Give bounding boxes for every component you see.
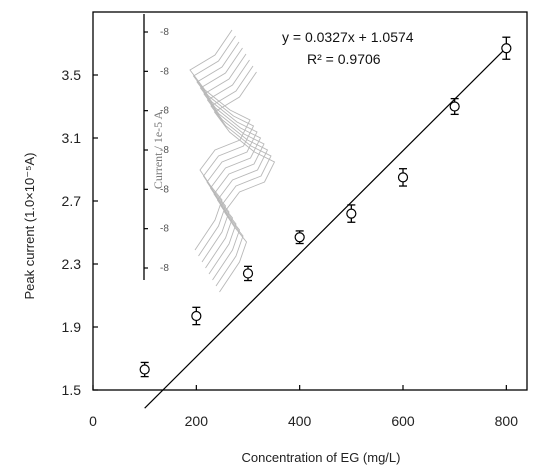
inset-curve — [196, 41, 258, 263]
fit-r-squared: R² = 0.9706 — [307, 51, 381, 67]
data-marker — [294, 232, 305, 243]
inset-tick-label: -8 — [160, 27, 169, 38]
data-point-4 — [294, 230, 305, 245]
data-point-5 — [346, 204, 357, 223]
x-tick-label: 800 — [495, 413, 519, 429]
y-tick-label: 1.5 — [62, 382, 82, 398]
y-tick-label: 1.9 — [62, 319, 82, 335]
data-marker — [501, 43, 512, 54]
axes: 0 200 400 600 800 1.5 1.9 2.3 2.7 3.1 3.5 — [62, 11, 528, 429]
fit-line — [144, 47, 507, 409]
data-point-1 — [139, 361, 150, 378]
inset-curve — [189, 29, 251, 251]
inset-tick-label: -8 — [160, 145, 169, 156]
data-point-2 — [191, 306, 202, 326]
y-tick-label: 3.1 — [62, 130, 82, 146]
x-axis-title: Concentration of EG (mg/L) — [242, 450, 401, 465]
inset-curve — [210, 65, 272, 287]
annotations: y = 0.0327x + 1.0574 R² = 0.9706 — [282, 29, 414, 67]
inset-tick-label: -8 — [160, 224, 169, 235]
y-tick-label: 2.3 — [62, 256, 82, 272]
y-axis-title: Peak current (1.0×10⁻⁵A) — [22, 152, 37, 299]
data-point-6 — [397, 168, 409, 187]
data-point-3 — [242, 265, 254, 282]
data-marker — [346, 208, 357, 219]
inset-curve — [192, 35, 255, 257]
inset-curve — [203, 53, 265, 275]
x-tick-label: 0 — [89, 413, 97, 429]
x-tick-label: 600 — [391, 413, 415, 429]
data-point-7 — [449, 97, 460, 116]
plot-frame — [92, 11, 528, 391]
inset-tick-label: -8 — [160, 263, 169, 274]
data-points — [139, 36, 512, 378]
inset-y-axis-title: Current / 1e-5 A — [151, 111, 165, 190]
data-point-8 — [501, 36, 512, 60]
y-tick-label: 3.5 — [62, 67, 82, 83]
inset-plot: -8 -8 -8 -8 -8 -8 -8 — [143, 14, 276, 293]
fit-line-group — [144, 47, 507, 409]
inset-curve — [213, 71, 276, 293]
data-marker — [397, 172, 409, 183]
inset-tick-label: -8 — [160, 106, 169, 117]
inset-curve — [199, 47, 262, 269]
data-marker — [449, 101, 460, 112]
inset-curve — [206, 59, 269, 281]
x-tick-label: 200 — [185, 413, 209, 429]
inset-tick-label: -8 — [160, 184, 169, 195]
data-marker — [139, 364, 150, 375]
data-marker — [242, 268, 254, 279]
fit-equation: y = 0.0327x + 1.0574 — [282, 29, 414, 45]
y-tick-label: 2.7 — [62, 193, 82, 209]
data-marker — [191, 310, 202, 322]
inset-tick-label: -8 — [160, 66, 169, 77]
x-tick-label: 400 — [288, 413, 312, 429]
